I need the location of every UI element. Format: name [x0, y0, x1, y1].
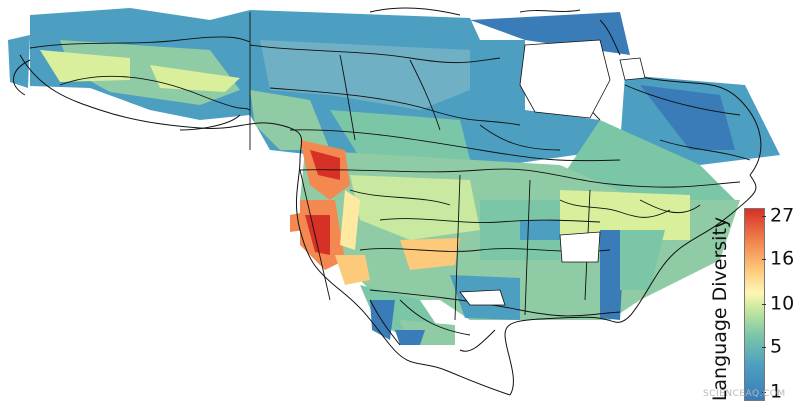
tickmark-16 — [762, 259, 766, 260]
mexico-region — [360, 285, 455, 345]
usa-region — [300, 150, 740, 320]
tickmark-5 — [762, 347, 766, 348]
tickmark-1 — [762, 392, 766, 393]
tick-label-10: 10 — [770, 292, 795, 315]
tick-label-1: 1 — [770, 380, 783, 403]
tickmark-10 — [762, 304, 766, 305]
watermark: SCIENCEAQ.COM — [703, 389, 786, 399]
alaska-region — [8, 8, 250, 120]
legend-title: Language Diversity — [709, 216, 731, 402]
tick-label-5: 5 — [770, 335, 783, 358]
canada-region — [250, 10, 780, 210]
tickmark-27 — [762, 216, 766, 217]
tick-label-27: 27 — [770, 204, 795, 227]
water-bodies — [459, 39, 646, 306]
tick-label-16: 16 — [770, 247, 795, 270]
